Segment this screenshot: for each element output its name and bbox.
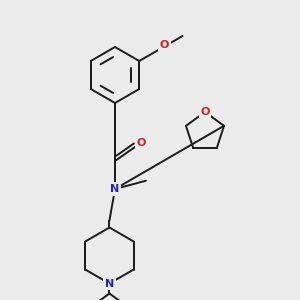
Text: N: N [110, 184, 120, 194]
Text: O: O [160, 40, 169, 50]
Text: O: O [137, 138, 146, 148]
Text: N: N [105, 278, 114, 289]
Text: O: O [200, 107, 210, 117]
